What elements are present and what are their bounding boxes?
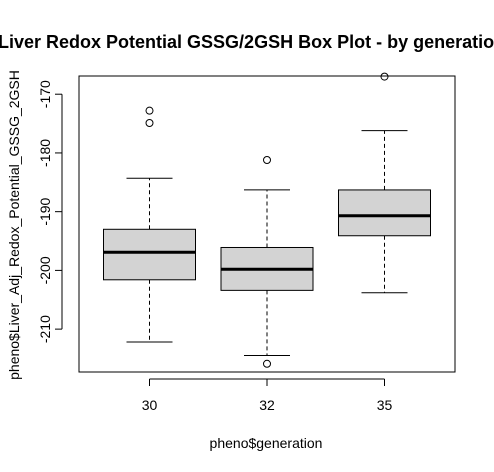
outlier-point	[145, 118, 154, 127]
y-axis-label: pheno$Liver_Adj_Redox_Potential_GSSG_2GS…	[6, 70, 22, 380]
x-axis-label: pheno$generation	[210, 435, 323, 451]
x-tick-label: 30	[142, 397, 158, 413]
y-axis: -170 -180 -190 -200 -210	[37, 80, 63, 343]
y-tick-label: -180	[37, 139, 53, 167]
x-axis: 30 32 35	[142, 378, 393, 413]
interquartile-box	[103, 228, 196, 281]
boxes-layer	[103, 72, 431, 368]
plot-area-frame	[78, 75, 456, 373]
outlier-point	[145, 106, 154, 115]
x-tick-label: 35	[377, 397, 393, 413]
y-tick-label: -170	[37, 80, 53, 108]
chart-title: Liver Redox Potential GSSG/2GSH Box Plot…	[0, 32, 494, 52]
y-tick-label: -200	[37, 256, 53, 284]
interquartile-box	[338, 189, 431, 237]
outlier-point	[263, 359, 271, 368]
box-35	[338, 72, 431, 294]
box-32	[220, 155, 314, 368]
outlier-point	[263, 155, 271, 164]
x-tick-label: 32	[259, 397, 275, 413]
y-tick-label: -190	[37, 197, 53, 225]
y-tick-label: -210	[37, 315, 53, 343]
box-30	[103, 106, 196, 343]
outlier-point	[380, 72, 389, 81]
